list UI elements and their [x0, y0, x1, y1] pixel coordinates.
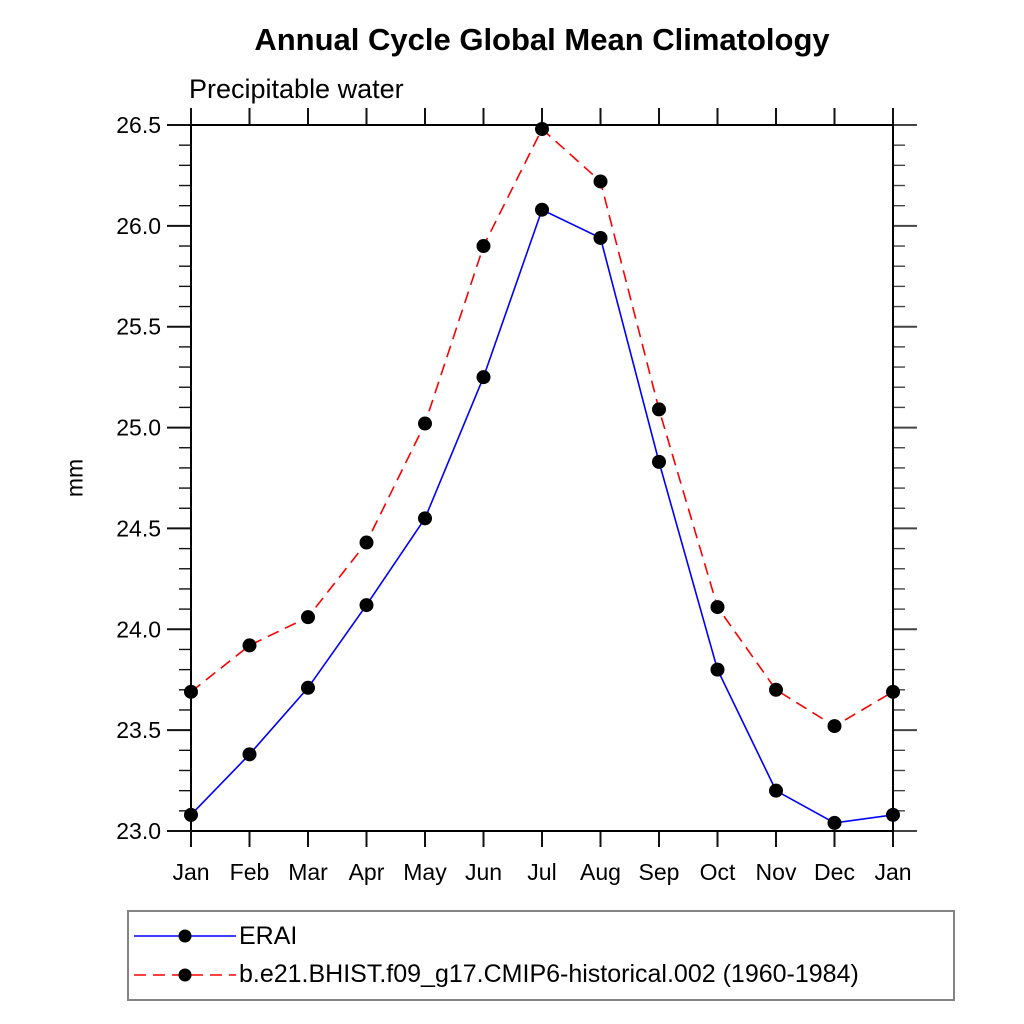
legend-line-solid-icon	[134, 929, 236, 943]
svg-text:23.0: 23.0	[116, 818, 161, 844]
legend-label-model: b.e21.BHIST.f09_g17.CMIP6-historical.002…	[239, 960, 859, 989]
svg-text:23.5: 23.5	[116, 717, 161, 743]
svg-text:Sep: Sep	[639, 859, 680, 885]
svg-text:Jul: Jul	[527, 859, 556, 885]
svg-text:25.0: 25.0	[116, 415, 161, 441]
chart-title: Annual Cycle Global Mean Climatology	[254, 22, 830, 57]
legend-item-model: b.e21.BHIST.f09_g17.CMIP6-historical.002…	[134, 960, 953, 989]
svg-text:Feb: Feb	[230, 859, 270, 885]
legend-line-dashed-icon	[134, 968, 236, 982]
svg-text:24.0: 24.0	[116, 616, 161, 642]
svg-text:26.5: 26.5	[116, 112, 161, 138]
svg-text:May: May	[403, 859, 447, 885]
svg-text:Aug: Aug	[580, 859, 621, 885]
svg-text:Nov: Nov	[756, 859, 797, 885]
svg-text:26.0: 26.0	[116, 213, 161, 239]
legend-label-erai: ERAI	[239, 921, 298, 950]
svg-text:Oct: Oct	[700, 859, 736, 885]
chart-subtitle: Precipitable water	[189, 74, 404, 104]
svg-text:25.5: 25.5	[116, 314, 161, 340]
legend-item-erai: ERAI	[134, 922, 953, 951]
svg-text:Apr: Apr	[349, 859, 385, 885]
legend-box: ERAI b.e21.BHIST.f09_g17.CMIP6-historica…	[127, 910, 955, 1001]
svg-text:Mar: Mar	[288, 859, 328, 885]
svg-text:Jan: Jan	[172, 859, 209, 885]
svg-text:Jun: Jun	[465, 859, 502, 885]
svg-text:Dec: Dec	[814, 859, 855, 885]
svg-text:Jan: Jan	[874, 859, 911, 885]
svg-text:24.5: 24.5	[116, 515, 161, 541]
